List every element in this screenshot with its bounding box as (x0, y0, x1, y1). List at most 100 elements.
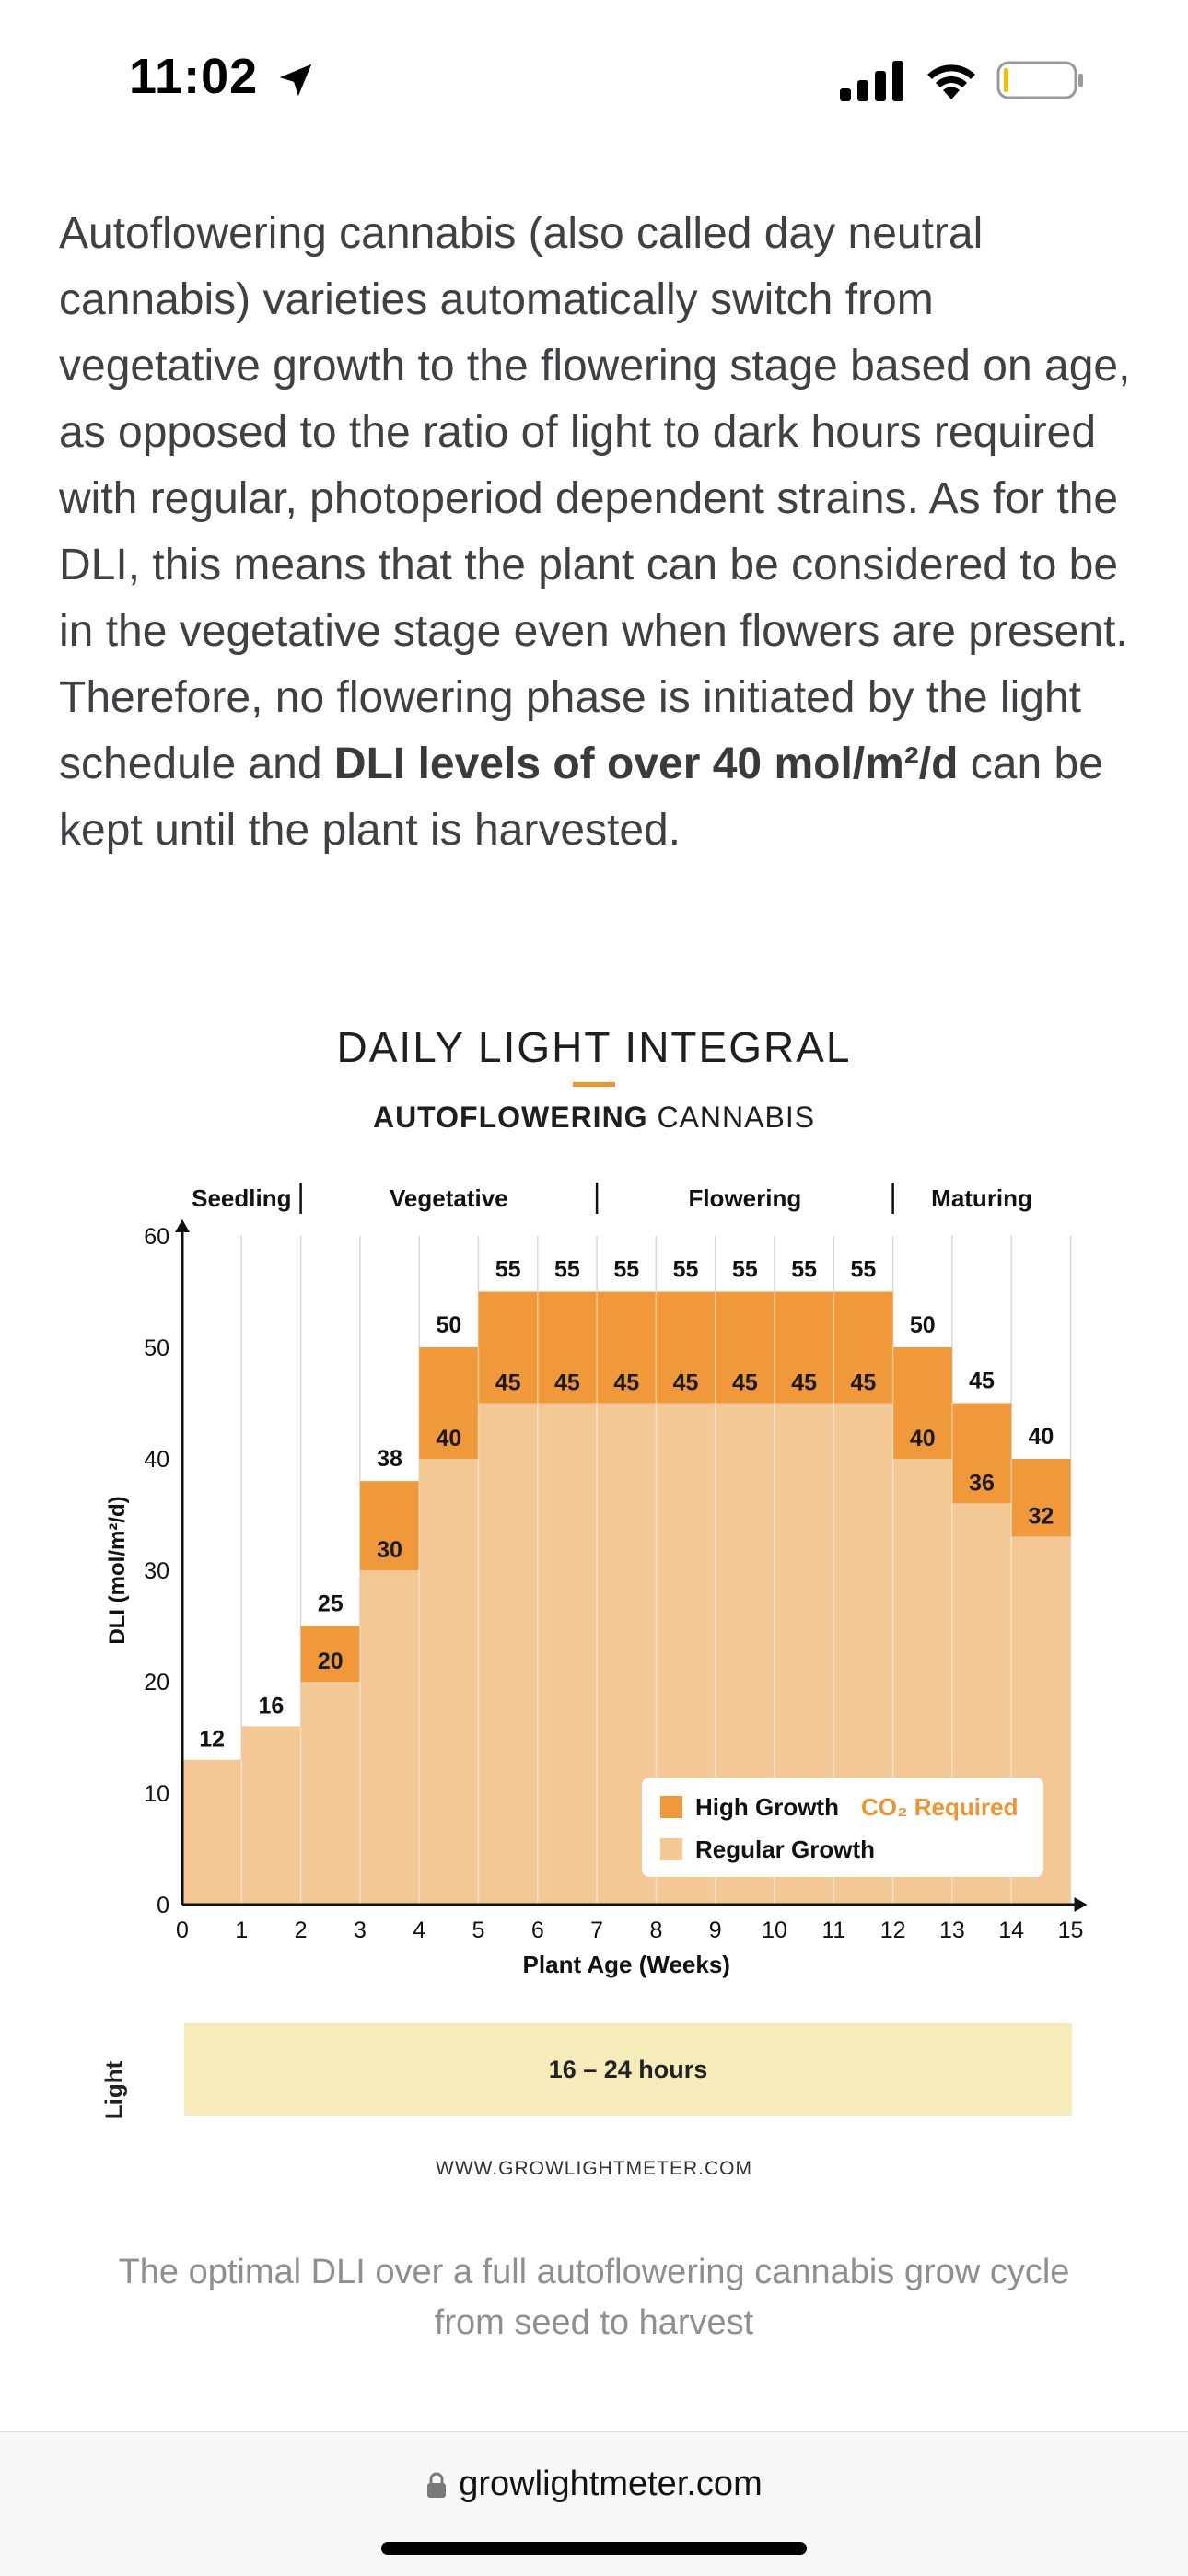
light-row-label: Light (96, 2061, 133, 2120)
stage-label: Seedling (192, 1184, 291, 1212)
data-label-regular: 45 (851, 1370, 877, 1396)
data-label-high: 38 (377, 1446, 402, 1472)
data-label-regular: 45 (673, 1370, 699, 1396)
x-tick-label: 15 (1058, 1917, 1084, 1943)
y-tick-label: 0 (157, 1893, 169, 1918)
data-label-regular: 45 (613, 1370, 639, 1396)
bar-high-growth (597, 1291, 657, 1404)
x-tick-label: 13 (939, 1917, 965, 1943)
data-label-regular: 45 (791, 1370, 817, 1396)
x-tick-label: 3 (354, 1917, 367, 1943)
data-label-high: 55 (495, 1257, 521, 1283)
x-tick-label: 12 (880, 1917, 906, 1943)
stage-label: Flowering (688, 1184, 801, 1212)
x-axis-title: Plant Age (Weeks) (523, 1951, 730, 1978)
chart-title: DAILY LIGHT INTEGRAL (336, 1023, 852, 1071)
bar-high-growth (478, 1291, 538, 1404)
bar-regular-growth (300, 1682, 360, 1905)
stage-label: Vegetative (390, 1184, 508, 1212)
x-tick-label: 7 (590, 1917, 603, 1943)
x-tick-label: 11 (821, 1917, 845, 1943)
x-tick-label: 8 (649, 1917, 662, 1943)
data-label-high: 50 (436, 1312, 461, 1338)
bar-regular-growth (478, 1403, 538, 1905)
data-label-high: 40 (1028, 1424, 1054, 1450)
location-arrow-icon (279, 64, 312, 97)
data-label-regular: 32 (1028, 1504, 1054, 1530)
bar-regular-growth (241, 1726, 301, 1905)
title-underline (573, 1082, 615, 1087)
data-label-high: 50 (910, 1312, 936, 1338)
chart-subtitle: AUTOFLOWERING CANNABIS (0, 1101, 1188, 1135)
lock-icon (427, 2472, 447, 2498)
paragraph-text: Autoflowering cannabis (also called day … (59, 209, 1131, 788)
data-label-high: 55 (554, 1257, 580, 1283)
x-tick-label: 10 (762, 1917, 787, 1943)
y-tick-label: 20 (144, 1670, 169, 1696)
paragraph-emphasis: DLI levels of over 40 mol/m²/d (333, 740, 959, 788)
bar-high-growth (419, 1347, 479, 1459)
data-label-regular: 45 (554, 1370, 580, 1396)
x-tick-label: 6 (531, 1917, 544, 1943)
y-tick-label: 40 (144, 1447, 169, 1473)
bar-regular-growth (537, 1403, 598, 1905)
legend-note: CO₂ Required (861, 1793, 1018, 1821)
status-time: 11:02 (129, 49, 259, 104)
bar-high-growth (656, 1291, 716, 1404)
image-caption: The optimal DLI over a full autoflowerin… (118, 2253, 1070, 2342)
y-tick-label: 30 (144, 1558, 169, 1584)
data-label-high: 45 (969, 1369, 995, 1394)
x-tick-label: 0 (176, 1917, 189, 1943)
data-label-regular: 45 (732, 1370, 758, 1396)
light-hours-bar: 16 – 24 hours (184, 2023, 1072, 2116)
bar-high-growth (775, 1291, 834, 1404)
x-tick-label: 9 (709, 1917, 722, 1943)
data-label-high: 55 (791, 1257, 817, 1283)
data-label-regular: 45 (495, 1370, 521, 1396)
data-label-regular: 40 (910, 1426, 936, 1451)
home-indicator[interactable] (381, 2542, 807, 2555)
bar-high-growth (833, 1291, 893, 1404)
chart-subtitle-rest: CANNABIS (647, 1101, 816, 1134)
legend-label: Regular Growth (695, 1836, 875, 1863)
url-text: growlightmeter.com (459, 2465, 763, 2503)
y-tick-label: 10 (144, 1781, 169, 1807)
chart-subtitle-bold: AUTOFLOWERING (372, 1101, 648, 1134)
data-label-high: 55 (673, 1257, 699, 1283)
x-tick-label: 14 (998, 1917, 1024, 1943)
legend-swatch (660, 1838, 682, 1860)
data-label-high: 25 (318, 1591, 344, 1617)
data-label-regular: 20 (318, 1649, 344, 1674)
chart-source: WWW.GROWLIGHTMETER.COM (436, 2158, 752, 2179)
bar-high-growth (951, 1403, 1012, 1504)
bar-high-growth (537, 1291, 598, 1404)
x-tick-label: 4 (413, 1917, 425, 1943)
light-label-text: Light (99, 2060, 128, 2120)
bar-regular-growth (359, 1570, 420, 1905)
article-paragraph: Autoflowering cannabis (also called day … (59, 201, 1136, 864)
dli-chart: 1216252038305040554555455545554555455545… (105, 1183, 1088, 1978)
bar-high-growth (359, 1481, 420, 1570)
x-tick-label: 2 (295, 1917, 308, 1943)
legend-label: High Growth (695, 1793, 839, 1821)
data-label-regular: 40 (436, 1426, 461, 1451)
bar-high-growth (1011, 1459, 1071, 1537)
bar-regular-growth (182, 1759, 242, 1905)
x-axis-arrow (1074, 1897, 1088, 1912)
data-label-high: 55 (732, 1257, 758, 1283)
x-tick-label: 1 (235, 1917, 248, 1943)
data-label-high: 55 (851, 1257, 877, 1283)
data-label-regular: 36 (969, 1470, 995, 1496)
bar-high-growth (715, 1291, 775, 1404)
stage-label: Maturing (931, 1184, 1032, 1212)
wifi-icon (927, 64, 975, 99)
legend-box (642, 1778, 1043, 1877)
bar-high-growth (300, 1626, 360, 1682)
x-tick-label: 5 (472, 1917, 485, 1943)
address-bar[interactable]: growlightmeter.com (0, 2465, 1188, 2504)
data-label-regular: 30 (377, 1537, 402, 1563)
y-tick-label: 50 (144, 1335, 169, 1361)
data-label-regular: 16 (259, 1693, 285, 1719)
legend-swatch (660, 1796, 682, 1818)
data-label-high: 55 (613, 1257, 639, 1283)
